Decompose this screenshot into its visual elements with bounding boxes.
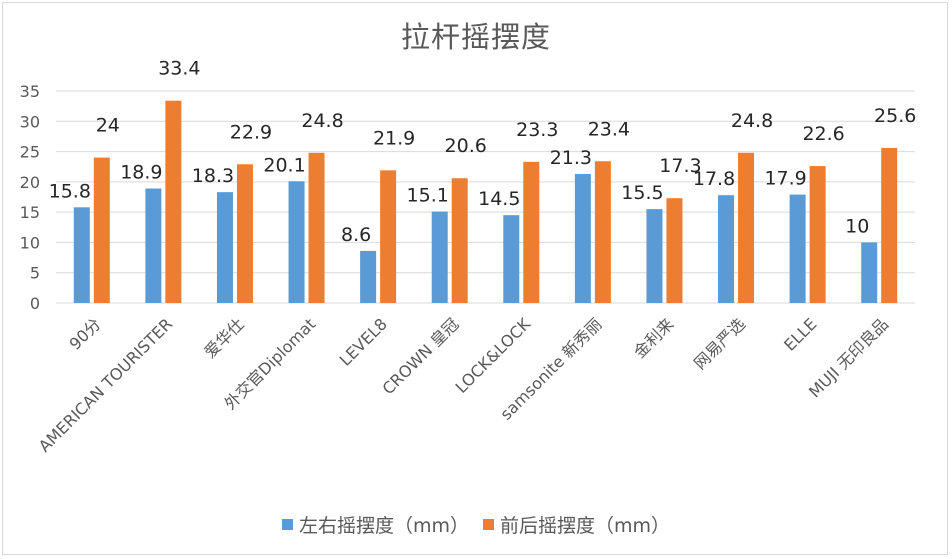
bar[interactable] (523, 161, 540, 303)
data-label: 24.8 (731, 110, 773, 132)
legend-label: 前后摇摆度（mm） (500, 515, 671, 537)
bar[interactable] (809, 166, 826, 303)
data-label: 14.5 (478, 188, 520, 210)
data-label: 21.9 (373, 127, 415, 149)
y-tick-label: 15 (20, 203, 40, 222)
x-tick-label: ELLE (780, 314, 820, 354)
bar[interactable] (308, 152, 325, 303)
bar[interactable] (861, 242, 878, 303)
bar[interactable] (360, 250, 377, 303)
data-label: 18.3 (192, 165, 234, 187)
bar[interactable] (165, 100, 182, 303)
bar[interactable] (216, 192, 233, 303)
data-label: 15.1 (407, 185, 449, 207)
data-labels: 15.8 24 18.9 33.4 18.3 22.9 20.1 24.8 8.6 21.9 15.… (49, 58, 917, 246)
data-label: 23.3 (516, 119, 558, 141)
bar[interactable] (718, 195, 735, 303)
bar[interactable] (236, 164, 253, 303)
y-tick-label: 5 (30, 264, 40, 283)
bar[interactable] (503, 215, 520, 303)
data-label: 25.6 (874, 105, 916, 127)
legend-item-left-right[interactable]: 左右摇摆度（mm） (281, 511, 469, 538)
legend-swatch-orange (483, 519, 494, 530)
bar[interactable] (666, 198, 683, 303)
data-label: 15.8 (49, 180, 91, 202)
x-tick-label: CROWN 皇冠 (379, 314, 463, 398)
x-tick-label: 网易严选 (690, 314, 749, 373)
bar[interactable] (451, 178, 468, 303)
bar[interactable] (288, 181, 305, 303)
y-tick-label: 0 (30, 294, 40, 313)
x-tick-label: 爱华仕 (200, 314, 247, 361)
data-label: 21.3 (550, 147, 592, 169)
x-tick-label: 90分 (65, 314, 104, 353)
bar[interactable] (574, 173, 591, 303)
legend-item-front-back[interactable]: 前后摇摆度（mm） (483, 511, 670, 538)
data-label: 20.1 (263, 154, 305, 176)
data-label: 17.9 (764, 168, 806, 190)
x-tick-label: 金利来 (630, 314, 677, 361)
data-label: 24.8 (301, 110, 343, 132)
data-label: 24 (96, 115, 120, 137)
x-tick-label: LEVEL8 (336, 314, 391, 369)
y-tick-label: 25 (20, 143, 40, 162)
bar[interactable] (380, 170, 397, 303)
bars (73, 100, 898, 303)
bar[interactable] (93, 157, 110, 303)
data-label: 17.3 (659, 155, 701, 177)
data-label: 22.6 (802, 123, 844, 145)
y-tick-label: 30 (20, 112, 40, 131)
bar[interactable] (789, 194, 806, 303)
x-tick-label: AMERICAN TOURISTER (35, 314, 176, 455)
legend-label: 左右摇摆度（mm） (298, 515, 469, 537)
data-label: 15.5 (621, 182, 663, 204)
data-label: 22.9 (230, 121, 272, 143)
bar[interactable] (73, 207, 90, 303)
y-tick-label: 20 (20, 173, 40, 192)
data-label: 8.6 (341, 224, 371, 246)
y-tick-label: 10 (20, 233, 40, 252)
data-label: 18.9 (120, 162, 162, 184)
gridlines (56, 90, 915, 304)
data-label: 20.6 (445, 135, 487, 157)
bar[interactable] (145, 188, 162, 303)
bar[interactable] (431, 211, 448, 303)
data-label: 10 (845, 215, 869, 237)
chart-title: 拉杆摇摆度 (400, 20, 551, 54)
bar[interactable] (881, 147, 898, 303)
data-label: 23.4 (588, 118, 630, 140)
data-label: 17.8 (693, 168, 735, 190)
data-label: 33.4 (158, 58, 200, 80)
y-tick-label: 35 (20, 82, 40, 101)
legend: 左右摇摆度（mm） 前后摇摆度（mm） (0, 511, 952, 538)
bar[interactable] (738, 152, 755, 303)
bar[interactable] (594, 161, 611, 303)
y-axis: 0 5 10 15 20 25 30 35 (20, 82, 40, 313)
bar[interactable] (646, 209, 663, 303)
legend-swatch-blue (281, 519, 293, 530)
